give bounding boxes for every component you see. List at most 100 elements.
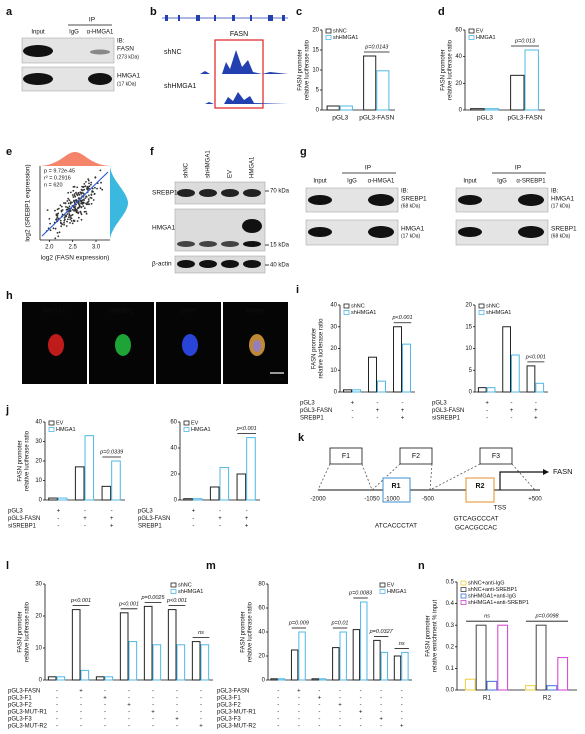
panel-letter: k [298, 432, 305, 444]
condition-sign: + [510, 408, 514, 414]
y-axis-label: FASN promoter [18, 440, 24, 481]
condition-sign: - [57, 516, 59, 522]
blot-band [199, 189, 217, 197]
condition-sign: - [176, 724, 178, 730]
bar [119, 612, 129, 681]
blot-band [221, 189, 239, 197]
bar [152, 644, 162, 681]
condition-sign: + [151, 710, 155, 716]
x-tick-label: 2.0 [45, 245, 54, 251]
scatter-point [70, 220, 73, 222]
label: Input [313, 179, 327, 185]
condition-sign: + [192, 509, 196, 515]
scatter-point [58, 231, 61, 234]
condition-sign: + [103, 696, 107, 702]
label: (17 kDa) [401, 233, 421, 239]
legend-label: shNC [486, 303, 500, 309]
p-value: p<0.001 [118, 601, 139, 607]
condition-sign: - [104, 689, 106, 695]
label: 15 kDa [270, 243, 290, 249]
blot-band [368, 226, 394, 238]
legend-label: shNC+anti-SREBP1 [468, 587, 517, 593]
condition-sign: - [200, 717, 202, 723]
scatter-point [80, 202, 82, 205]
scatter-point [71, 194, 74, 196]
y-axis-label: FASN promoter [18, 611, 24, 652]
scatter-point [81, 185, 83, 188]
condition-sign: - [104, 710, 106, 716]
x-tick-label: 3.0 [92, 245, 101, 251]
legend-swatch [379, 582, 386, 588]
legend-swatch [183, 427, 190, 432]
cell-signal [182, 334, 198, 356]
bar [95, 676, 105, 681]
condition-sign: - [339, 696, 341, 702]
scatter-point [73, 193, 76, 195]
bar [219, 467, 230, 501]
bar [48, 497, 58, 501]
condition-sign: - [380, 689, 382, 695]
label: (68 kDa) [551, 233, 571, 239]
label: FASN [230, 31, 248, 38]
scatter-point [83, 210, 86, 213]
scatter-point [66, 206, 69, 209]
condition-sign: - [318, 703, 320, 709]
condition-sign: - [84, 509, 86, 515]
condition-sign: + [534, 416, 538, 422]
p-value: p=0.0098 [534, 614, 559, 620]
condition-sign: - [176, 703, 178, 709]
scatter-point [56, 208, 59, 211]
region-box [465, 477, 495, 503]
label: (273 kDa) [117, 54, 139, 60]
scatter-point [76, 194, 79, 197]
scatter-point [63, 221, 65, 224]
scatter-point [57, 207, 60, 210]
scatter-point [83, 188, 86, 191]
bar [101, 485, 112, 501]
panel-letter: i [296, 284, 299, 296]
scatter-point [83, 185, 85, 188]
condition-label: siSREBP1 [8, 524, 37, 530]
y-tick-label: 0.3 [446, 623, 455, 629]
condition-sign: + [376, 408, 380, 414]
label: ATCACCCTAT [375, 523, 417, 530]
y-tick-label: 20 [312, 28, 319, 34]
scatter-point [69, 202, 72, 205]
exon [165, 15, 168, 21]
scatter-point [80, 206, 83, 209]
condition-sign: + [175, 717, 179, 723]
scatter-point [69, 201, 72, 204]
condition-sign: + [485, 401, 489, 407]
cell-signal [115, 334, 131, 356]
condition-sign: - [176, 689, 178, 695]
condition-sign: - [380, 724, 382, 730]
y-axis-label: relative luciferase ratio [305, 39, 311, 100]
label: shNC [164, 49, 182, 56]
scatter-point [55, 218, 58, 220]
condition-sign: - [219, 524, 221, 530]
condition-sign: - [402, 401, 404, 407]
scatter-point [69, 191, 72, 194]
label: SREBP1 [551, 226, 577, 233]
y-tick-label: 5 [469, 368, 473, 374]
label: +500 [528, 497, 542, 503]
scatter-point [61, 223, 64, 226]
condition-sign: - [535, 401, 537, 407]
condition-label: pGL3-FASN [432, 408, 464, 414]
density-right [110, 166, 128, 240]
scatter-point [88, 185, 91, 188]
condition-sign: - [57, 524, 59, 530]
y-tick-label: 10 [312, 68, 319, 74]
y-tick-label: 0 [469, 390, 473, 396]
scatter-point [66, 220, 68, 223]
condition-sign: + [79, 689, 83, 695]
coverage-track [162, 92, 288, 104]
label: IgG [347, 179, 357, 185]
condition-sign: - [128, 717, 130, 723]
bar [200, 644, 210, 681]
condition-sign: - [152, 724, 154, 730]
legend-label: shNC [333, 28, 347, 34]
bar [270, 678, 278, 681]
label: HMGA1 [152, 225, 176, 232]
bar [475, 624, 487, 691]
